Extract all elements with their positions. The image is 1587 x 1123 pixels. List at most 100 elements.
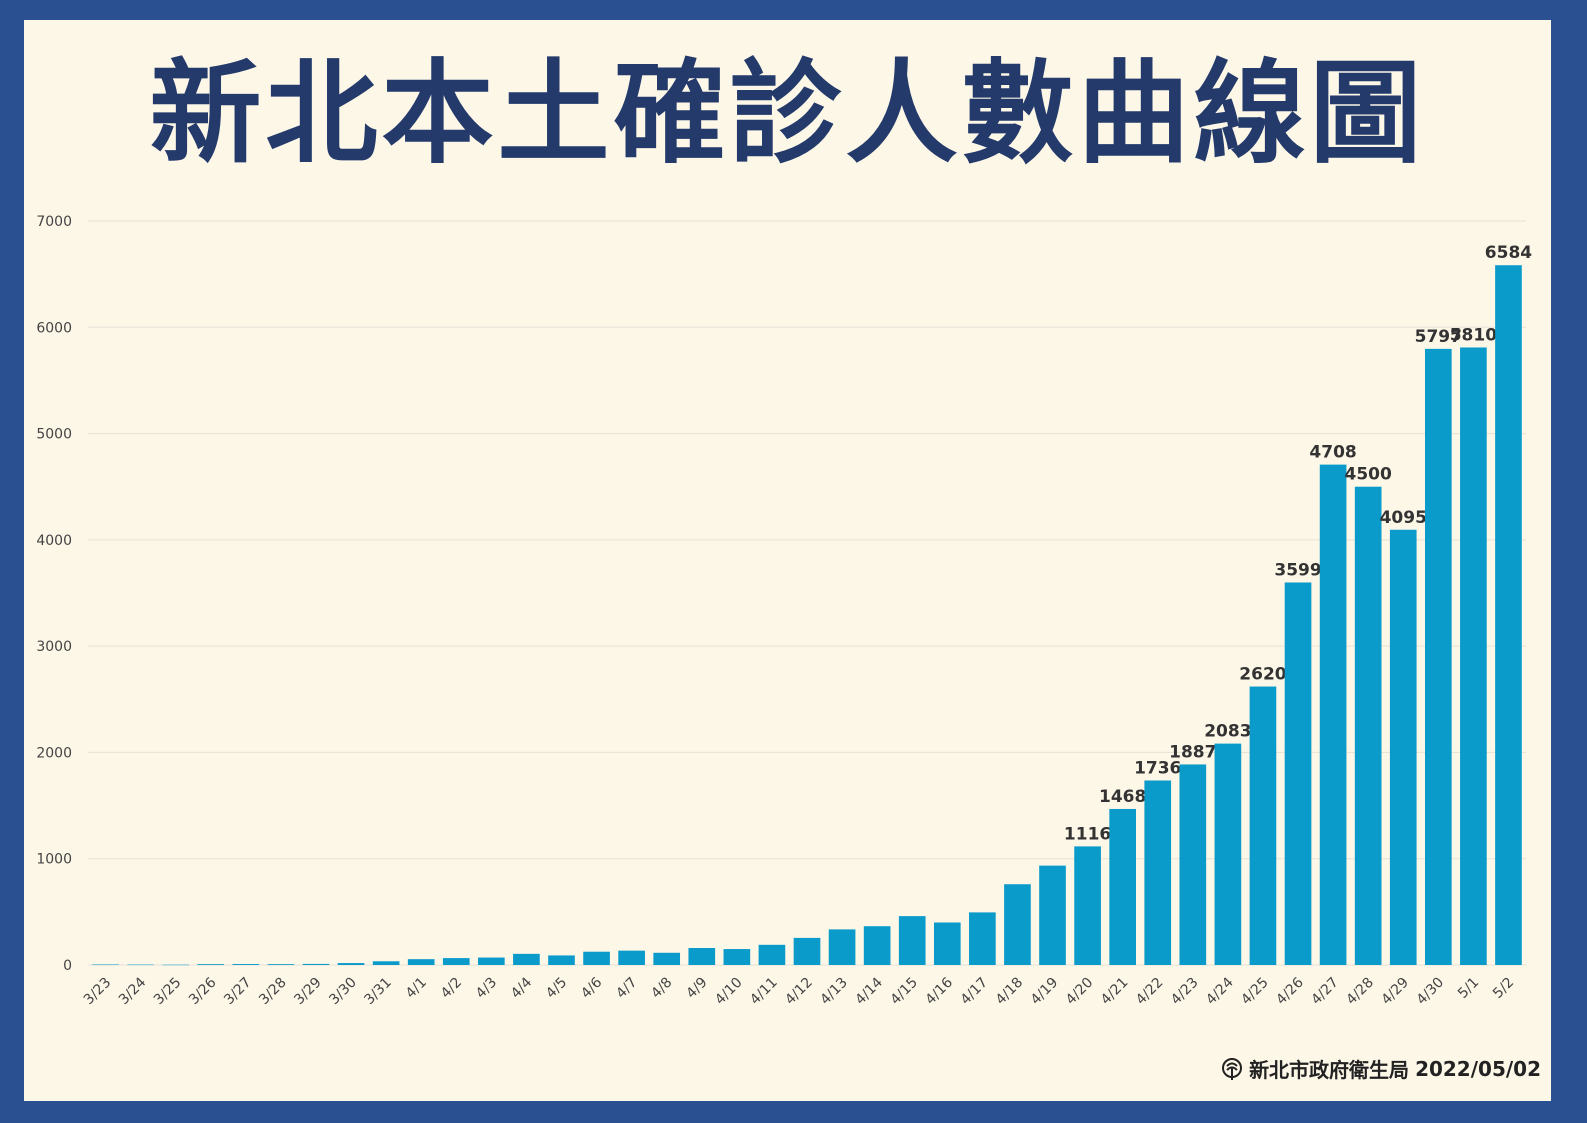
bar [232, 964, 260, 965]
data-label: 2083 [1204, 722, 1251, 742]
page-title: 新北本土確診人數曲線圖 [149, 49, 1426, 179]
bar [1424, 348, 1452, 966]
data-label: 1468 [1099, 787, 1146, 807]
data-label: 4500 [1345, 465, 1392, 485]
footer: 新北市政府衛生局 2022/05/02 [1221, 1054, 1541, 1083]
y-tick-label: 6000 [36, 320, 72, 336]
x-tick-label: 4/13 [817, 975, 851, 1009]
bar [1319, 464, 1347, 965]
x-tick-label: 4/2 [438, 975, 465, 1002]
bar [1144, 780, 1172, 965]
x-tick-label: 4/11 [747, 975, 781, 1009]
x-tick-label: 3/30 [326, 975, 360, 1009]
x-tick-label: 3/23 [81, 975, 115, 1009]
bar [1214, 743, 1242, 965]
y-tick-label: 7000 [36, 214, 72, 230]
bar [583, 951, 610, 965]
bar [372, 961, 400, 965]
bar [863, 926, 891, 965]
x-tick-label: 4/19 [1028, 975, 1062, 1009]
bar [513, 953, 540, 965]
x-tick-label: 3/25 [151, 975, 185, 1009]
bar [1249, 686, 1277, 965]
bar [1179, 764, 1207, 965]
bar [933, 922, 961, 965]
x-tick-label: 4/3 [473, 975, 500, 1002]
bar [688, 947, 716, 965]
bar [1004, 884, 1031, 965]
y-tick-label: 0 [63, 958, 72, 974]
bar [197, 964, 225, 965]
x-tick-label: 4/17 [958, 975, 992, 1009]
x-tick-label: 4/14 [852, 974, 886, 1008]
data-label: 5797 [1415, 327, 1462, 347]
bar [548, 955, 575, 965]
x-tick-label: 4/28 [1343, 975, 1377, 1009]
x-tick-label: 4/30 [1414, 975, 1448, 1009]
x-tick-label: 3/24 [116, 974, 150, 1008]
x-tick-label: 4/26 [1273, 974, 1307, 1008]
x-tick-label: 4/6 [578, 974, 605, 1001]
x-tick-label: 4/1 [403, 975, 430, 1002]
footer-org: 新北市政府衛生局 [1249, 1058, 1410, 1082]
y-tick-label: 3000 [36, 639, 72, 655]
data-label: 1887 [1169, 742, 1216, 762]
data-label: 5810 [1450, 325, 1497, 345]
x-tick-label: 4/25 [1238, 975, 1272, 1009]
data-label: 6584 [1485, 243, 1532, 263]
bar [618, 950, 645, 965]
bar [442, 958, 470, 965]
bar [302, 963, 330, 965]
data-label: 2620 [1239, 665, 1286, 685]
bar [1039, 865, 1066, 965]
x-tick-label: 4/7 [613, 975, 640, 1002]
bar [127, 964, 154, 966]
bar [758, 944, 786, 965]
x-tick-label: 4/22 [1133, 975, 1167, 1009]
x-tick-label: 3/28 [256, 975, 290, 1009]
data-label: 4095 [1380, 508, 1427, 528]
x-tick-label: 4/20 [1063, 975, 1097, 1009]
bar [162, 964, 190, 966]
bar [1284, 582, 1312, 965]
x-tick-label: 4/10 [712, 975, 746, 1009]
x-tick-label: 3/31 [361, 975, 395, 1009]
bar [1460, 347, 1487, 966]
x-tick-label: 4/4 [508, 974, 535, 1001]
x-tick-label: 4/27 [1308, 975, 1342, 1009]
y-tick-label: 4000 [36, 533, 72, 549]
x-tick-label: 3/26 [186, 974, 220, 1008]
x-tick-label: 4/21 [1098, 975, 1132, 1009]
bar [793, 937, 821, 965]
bar [1354, 486, 1382, 965]
bar [898, 916, 926, 965]
bar [828, 929, 856, 965]
x-tick-label: 4/9 [683, 975, 710, 1002]
y-tick-label: 5000 [36, 427, 72, 443]
bar [1495, 265, 1522, 965]
health-department-logo-icon [1222, 1057, 1243, 1080]
footer-date: 2022/05/02 [1415, 1056, 1541, 1081]
x-tick-label: 4/15 [887, 975, 921, 1009]
bar [478, 957, 505, 965]
bar [653, 952, 681, 965]
x-tick-label: 4/8 [648, 975, 675, 1002]
bar [267, 964, 295, 965]
bar [1109, 808, 1136, 965]
chart-frame: 新北本土確診人數曲線圖 0 1000 2000 3000 4000 5000 6000 700… [24, 20, 1551, 1101]
bar [92, 964, 119, 965]
bar [407, 959, 435, 965]
x-tick-label: 5/2 [1490, 975, 1517, 1002]
data-label: 1736 [1134, 758, 1181, 778]
x-tick-label: 4/16 [923, 974, 957, 1008]
bar [337, 963, 365, 965]
data-label: 3599 [1274, 560, 1321, 580]
x-tick-label: 4/5 [543, 975, 570, 1002]
data-label: 1116 [1064, 824, 1111, 844]
data-label: 4708 [1309, 443, 1356, 463]
x-tick-label: 3/27 [221, 975, 255, 1009]
bar [969, 912, 996, 965]
x-tick-label: 4/12 [782, 975, 816, 1009]
x-tick-label: 4/24 [1203, 974, 1237, 1008]
